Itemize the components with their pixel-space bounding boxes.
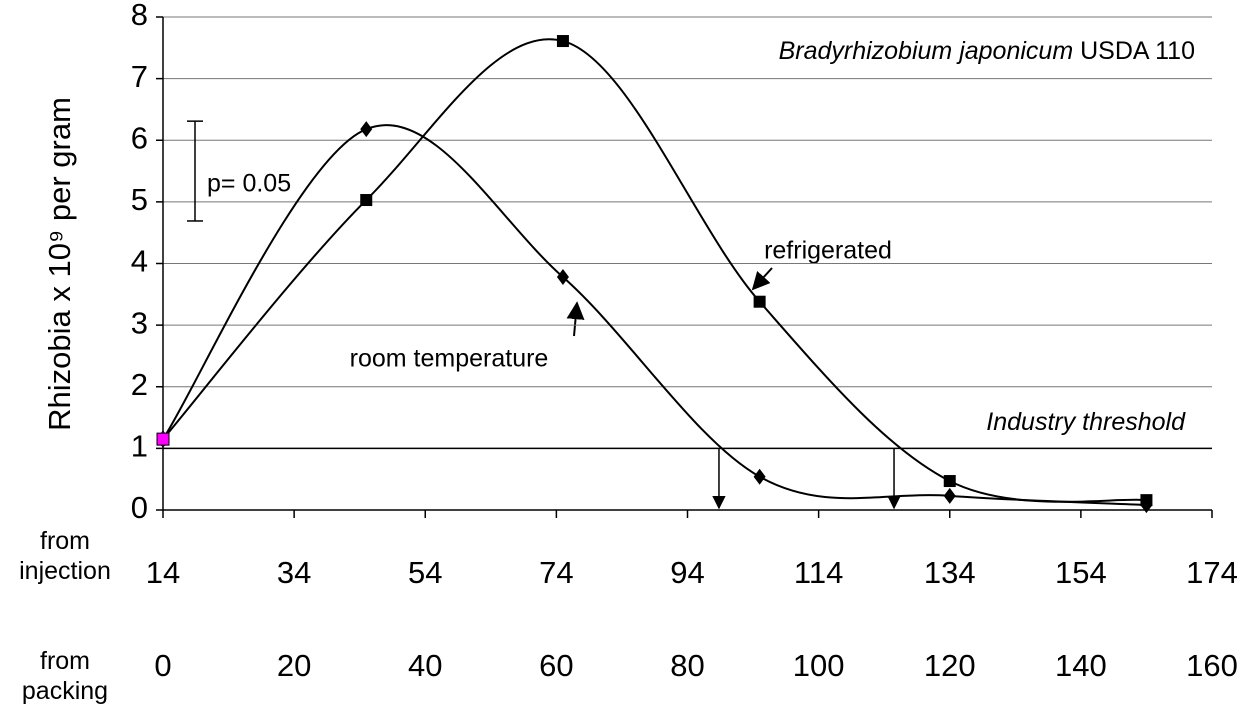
y-axis-label: Rhizobia x 10⁹ per gram [42,97,77,431]
marker [753,295,766,308]
x2-tick-label: 60 [539,648,573,683]
x2-tick-label: 0 [154,648,171,683]
annotation-arrow [566,301,585,337]
marker [360,121,373,138]
marker [943,487,956,504]
y-tick-label: 3 [131,305,148,340]
y-tick-label: 2 [131,367,148,402]
marker [156,432,170,446]
x2-tick-label: 80 [670,648,704,683]
y-tick-label: 0 [131,490,148,525]
x-axis-label: from injection [19,527,111,585]
marker [1140,494,1153,507]
marker [556,269,569,286]
series-label: refrigerated [764,237,892,265]
x2-tick-label: 20 [277,648,311,683]
y-tick-label: 1 [131,429,148,464]
x2-tick-label: 140 [1055,648,1107,683]
y-tick-label: 6 [131,120,148,155]
marker [753,468,766,485]
x-tick-label: 114 [794,555,843,590]
y-tick-label: 4 [131,244,148,279]
series-label: room temperature [350,345,549,373]
marker [943,475,956,488]
y-tick-label: 8 [131,0,148,32]
x2-axis-label: from packing [21,647,109,705]
chart-title: Bradyrhizobium japonicum USDA 110 [779,37,1195,65]
marker [556,35,569,48]
x-tick-label: 54 [408,555,442,590]
x-tick-label: 94 [670,555,704,590]
x-tick-label: 174 [1186,555,1238,590]
significance-label: p= 0.05 [207,170,291,198]
y-tick-label: 7 [131,59,148,94]
threshold-label: Industry threshold [986,408,1186,436]
x-tick-label: 154 [1055,555,1107,590]
marker [360,194,373,207]
x2-tick-label: 40 [408,648,442,683]
x-tick-label: 74 [539,555,573,590]
x-tick-label: 14 [146,555,180,590]
x2-tick-label: 160 [1186,648,1238,683]
annotation-arrow [751,267,773,291]
x-tick-label: 134 [924,555,976,590]
x2-tick-label: 100 [793,648,845,683]
x-tick-label: 34 [277,555,311,590]
x2-tick-label: 120 [924,648,976,683]
y-tick-label: 5 [131,182,148,217]
